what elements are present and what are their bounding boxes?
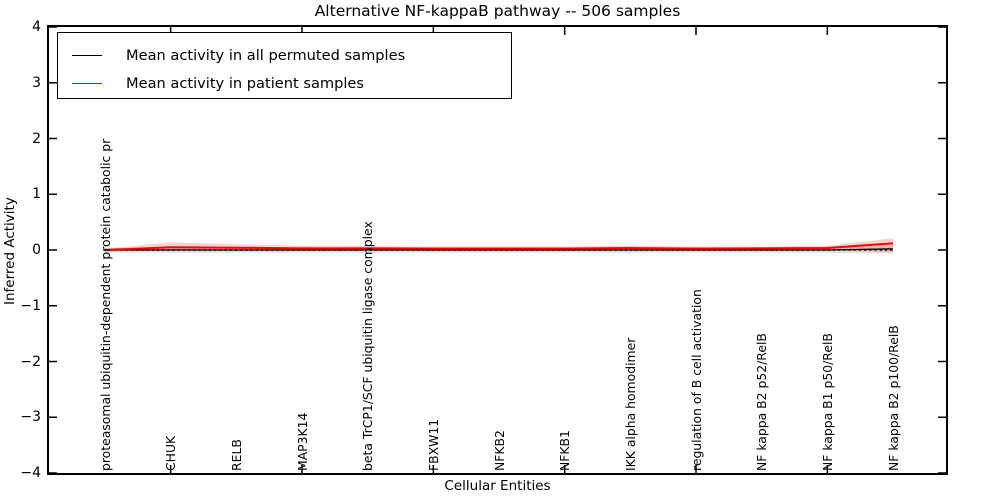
y-tick-label: 2 bbox=[32, 130, 41, 147]
x-category-label: NF kappa B2 p100/RelB bbox=[885, 325, 901, 471]
legend-label-patient: Mean activity in patient samples bbox=[126, 74, 365, 92]
y-tick-label: 1 bbox=[32, 186, 41, 203]
x-category-label: regulation of B cell activation bbox=[688, 289, 704, 471]
y-tick-label: −1 bbox=[20, 297, 41, 314]
y-tick-label: 3 bbox=[32, 74, 41, 91]
x-category-label: IKK alpha homodimer bbox=[622, 337, 638, 471]
plot-area bbox=[47, 25, 948, 475]
legend-item-patient: Mean activity in patient samples bbox=[72, 70, 501, 96]
x-category-label: MAP3K14 bbox=[294, 412, 310, 471]
x-category-label: RELB bbox=[228, 439, 244, 471]
x-category-label: beta TrCP1/SCF ubiquitin ligase complex bbox=[360, 221, 376, 471]
chart-canvas bbox=[49, 27, 946, 473]
legend: Mean activity in all permuted samples Me… bbox=[57, 32, 512, 99]
x-category-label: NF kappa B2 p52/RelB bbox=[754, 333, 770, 471]
y-tick-label: 0 bbox=[32, 242, 41, 258]
permuted-mean-line bbox=[105, 248, 894, 251]
x-category-label: NFKB1 bbox=[557, 430, 573, 471]
x-category-label: CHUK bbox=[163, 435, 179, 471]
chart-title: Alternative NF-kappaB pathway -- 506 sam… bbox=[314, 2, 681, 20]
x-category-label: NFKB2 bbox=[491, 430, 507, 471]
y-tick-label: −2 bbox=[20, 353, 41, 370]
legend-item-permuted: Mean activity in all permuted samples bbox=[72, 42, 501, 68]
y-tick-label: −4 bbox=[20, 465, 41, 481]
legend-line-sample-black bbox=[72, 54, 102, 56]
x-category-label: proteasomal ubiquitin-dependent protein … bbox=[97, 138, 113, 471]
x-category-label: FBXW11 bbox=[425, 418, 441, 471]
y-tick-label: −3 bbox=[20, 409, 41, 426]
x-axis-label: Cellular Entities bbox=[444, 478, 551, 494]
y-tick-label: 4 bbox=[32, 19, 41, 35]
legend-line-sample-red bbox=[72, 82, 102, 84]
x-category-label: NF kappa B1 p50/RelB bbox=[819, 333, 835, 471]
legend-label-permuted: Mean activity in all permuted samples bbox=[126, 46, 406, 64]
patient-mean-line bbox=[104, 242, 894, 251]
